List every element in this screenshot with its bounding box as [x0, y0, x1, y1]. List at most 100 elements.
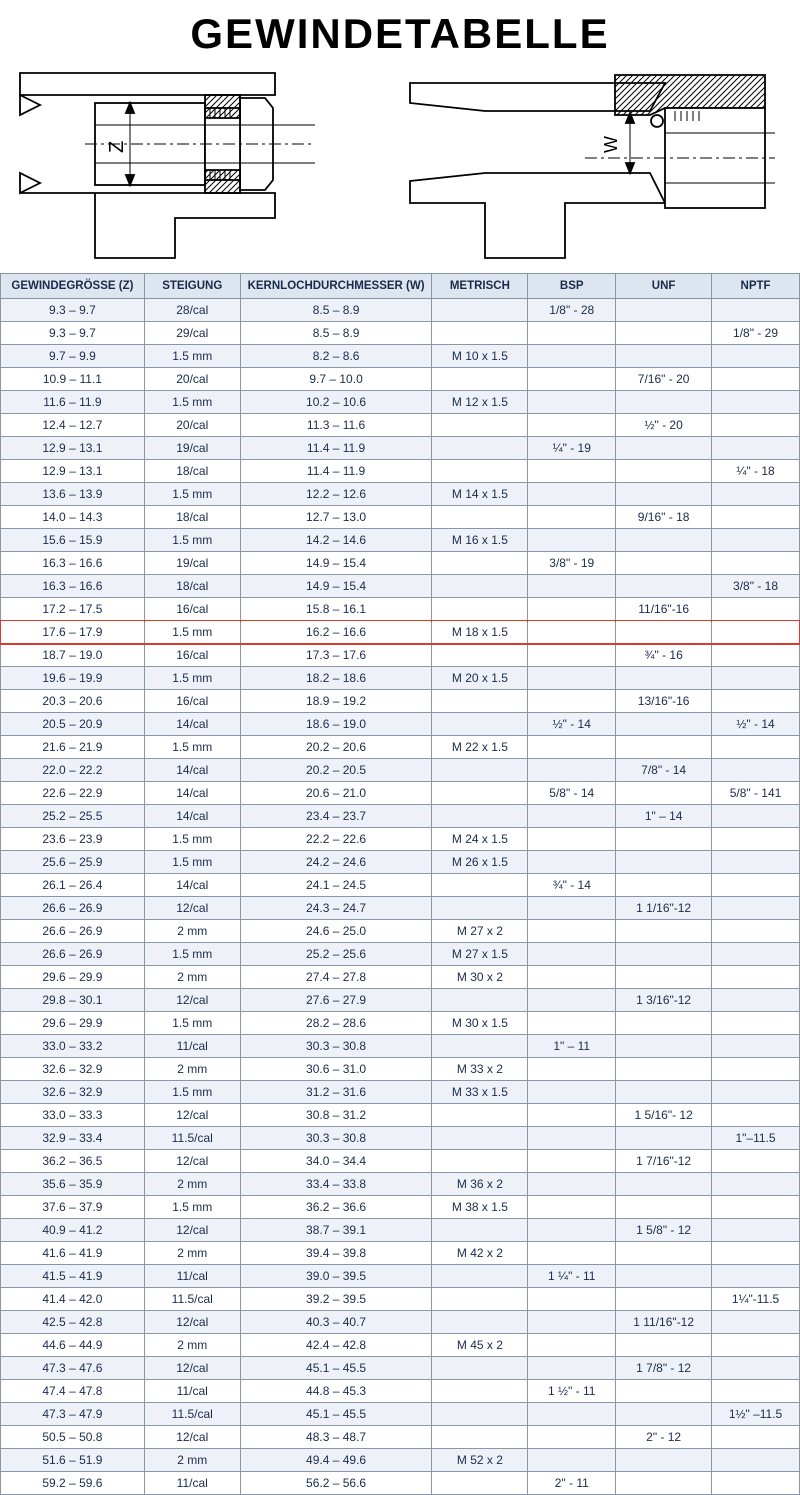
table-cell: 1.5 mm [144, 736, 240, 759]
table-cell: 22.0 – 22.2 [1, 759, 145, 782]
table-cell [712, 1380, 800, 1403]
table-cell [432, 1472, 528, 1495]
table-cell: 8.5 – 8.9 [240, 299, 432, 322]
table-cell: 51.6 – 51.9 [1, 1449, 145, 1472]
table-cell: 18.6 – 19.0 [240, 713, 432, 736]
table-cell: 3/8" - 19 [528, 552, 616, 575]
table-cell: 32.9 – 33.4 [1, 1127, 145, 1150]
table-row: 47.3 – 47.612/cal45.1 – 45.51 7/8" - 12 [1, 1357, 800, 1380]
table-row: 21.6 – 21.91.5 mm20.2 – 20.6M 22 x 1.5 [1, 736, 800, 759]
table-cell: 19.6 – 19.9 [1, 667, 145, 690]
table-cell [712, 299, 800, 322]
table-cell: 8.5 – 8.9 [240, 322, 432, 345]
table-row: 41.6 – 41.92 mm39.4 – 39.8M 42 x 2 [1, 1242, 800, 1265]
table-cell: 16/cal [144, 644, 240, 667]
table-cell [528, 1449, 616, 1472]
table-row: 11.6 – 11.91.5 mm10.2 – 10.6M 12 x 1.5 [1, 391, 800, 414]
table-cell: 41.6 – 41.9 [1, 1242, 145, 1265]
table-cell [432, 759, 528, 782]
table-cell [528, 1081, 616, 1104]
table-cell [712, 690, 800, 713]
table-cell: 27.4 – 27.8 [240, 966, 432, 989]
diagram-w-label: W [601, 136, 621, 153]
table-cell: 24.6 – 25.0 [240, 920, 432, 943]
table-cell: ¼" - 19 [528, 437, 616, 460]
table-cell: 32.6 – 32.9 [1, 1081, 145, 1104]
table-cell [528, 759, 616, 782]
table-cell: 19/cal [144, 437, 240, 460]
table-cell: 39.2 – 39.5 [240, 1288, 432, 1311]
table-cell [528, 345, 616, 368]
table-cell: 14.9 – 15.4 [240, 575, 432, 598]
table-cell: 1 11/16"-12 [616, 1311, 712, 1334]
table-row: 20.5 – 20.914/cal18.6 – 19.0½" - 14½" - … [1, 713, 800, 736]
table-cell [432, 1150, 528, 1173]
table-cell [528, 1058, 616, 1081]
table-cell [616, 1035, 712, 1058]
table-cell [616, 1196, 712, 1219]
table-cell [616, 713, 712, 736]
table-row: 13.6 – 13.91.5 mm12.2 – 12.6M 14 x 1.5 [1, 483, 800, 506]
table-row: 16.3 – 16.618/cal14.9 – 15.43/8" - 18 [1, 575, 800, 598]
table-cell: M 38 x 1.5 [432, 1196, 528, 1219]
table-cell [432, 713, 528, 736]
table-cell: 9.7 – 9.9 [1, 345, 145, 368]
table-cell: 56.2 – 56.6 [240, 1472, 432, 1495]
table-cell [432, 1104, 528, 1127]
table-cell [432, 644, 528, 667]
table-cell [712, 1334, 800, 1357]
table-cell [528, 414, 616, 437]
table-cell [528, 1196, 616, 1219]
table-cell: 40.9 – 41.2 [1, 1219, 145, 1242]
table-row: 41.4 – 42.011.5/cal39.2 – 39.51¼"-11.5 [1, 1288, 800, 1311]
table-cell [432, 1357, 528, 1380]
table-cell: 30.3 – 30.8 [240, 1127, 432, 1150]
table-row: 17.6 – 17.91.5 mm16.2 – 16.6M 18 x 1.5 [1, 621, 800, 644]
table-cell: 20.2 – 20.6 [240, 736, 432, 759]
table-cell [528, 1012, 616, 1035]
table-cell: 14/cal [144, 759, 240, 782]
table-cell: 12/cal [144, 1150, 240, 1173]
table-row: 29.6 – 29.91.5 mm28.2 – 28.6M 30 x 1.5 [1, 1012, 800, 1035]
table-cell: 1 ½" - 11 [528, 1380, 616, 1403]
table-cell: 29.6 – 29.9 [1, 966, 145, 989]
table-cell [528, 1242, 616, 1265]
table-cell [616, 828, 712, 851]
table-cell: 47.3 – 47.6 [1, 1357, 145, 1380]
table-header-row: GEWINDEGRÖSSE (Z) STEIGUNG KERNLOCHDURCH… [1, 274, 800, 299]
table-cell: 12/cal [144, 1357, 240, 1380]
table-cell [432, 874, 528, 897]
table-cell: 24.1 – 24.5 [240, 874, 432, 897]
table-row: 20.3 – 20.616/cal18.9 – 19.213/16"-16 [1, 690, 800, 713]
table-cell: 1.5 mm [144, 943, 240, 966]
table-cell [432, 897, 528, 920]
table-cell: 17.3 – 17.6 [240, 644, 432, 667]
table-cell [432, 1380, 528, 1403]
table-cell [528, 1219, 616, 1242]
table-cell: 18/cal [144, 575, 240, 598]
table-cell [712, 1173, 800, 1196]
table-row: 41.5 – 41.911/cal39.0 – 39.51 ¼" - 11 [1, 1265, 800, 1288]
table-cell: 17.6 – 17.9 [1, 621, 145, 644]
table-cell: ½" - 14 [528, 713, 616, 736]
table-cell: 12.9 – 13.1 [1, 437, 145, 460]
table-cell: 12/cal [144, 897, 240, 920]
table-cell: 36.2 – 36.6 [240, 1196, 432, 1219]
table-cell: 34.0 – 34.4 [240, 1150, 432, 1173]
table-cell: 2 mm [144, 1058, 240, 1081]
table-row: 19.6 – 19.91.5 mm18.2 – 18.6M 20 x 1.5 [1, 667, 800, 690]
table-cell [712, 989, 800, 1012]
table-cell: 26.1 – 26.4 [1, 874, 145, 897]
table-row: 17.2 – 17.516/cal15.8 – 16.111/16"-16 [1, 598, 800, 621]
table-row: 26.1 – 26.414/cal24.1 – 24.5¾" - 14 [1, 874, 800, 897]
table-cell: ¾" - 16 [616, 644, 712, 667]
table-cell: 25.6 – 25.9 [1, 851, 145, 874]
table-cell: 11.5/cal [144, 1403, 240, 1426]
table-cell: 9.3 – 9.7 [1, 299, 145, 322]
table-cell [712, 759, 800, 782]
table-row: 37.6 – 37.91.5 mm36.2 – 36.6M 38 x 1.5 [1, 1196, 800, 1219]
table-cell: 20.3 – 20.6 [1, 690, 145, 713]
table-cell [616, 736, 712, 759]
table-row: 26.6 – 26.91.5 mm25.2 – 25.6M 27 x 1.5 [1, 943, 800, 966]
table-cell: M 30 x 2 [432, 966, 528, 989]
